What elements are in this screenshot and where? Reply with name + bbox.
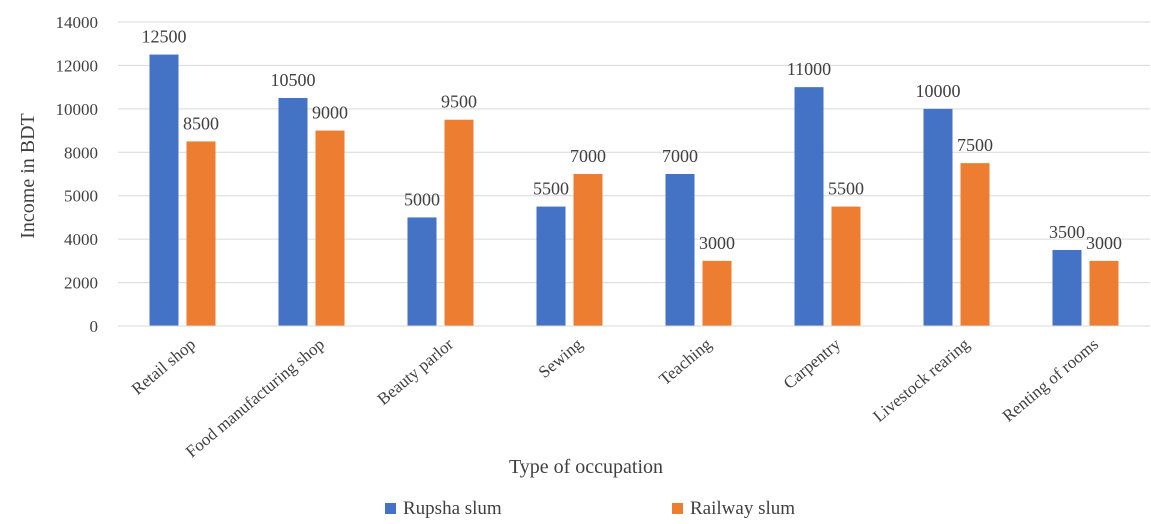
data-label: 10500 — [271, 70, 316, 90]
data-label: 11000 — [787, 59, 831, 79]
bar-railway — [702, 260, 732, 326]
x-tick-label: Food manufacturing shop — [182, 335, 328, 462]
y-axis-title: Income in BDT — [17, 113, 39, 239]
data-label: 3500 — [1049, 222, 1085, 242]
data-label: 3000 — [1086, 233, 1122, 253]
data-label: 9000 — [312, 103, 348, 123]
bar-railway — [831, 206, 861, 326]
x-tick-label: Teaching — [655, 334, 715, 389]
legend-label: Railway slum — [690, 498, 795, 519]
bar-rupsha — [794, 87, 824, 327]
x-tick-label: Sewing — [535, 334, 587, 382]
data-label: 9500 — [441, 92, 477, 112]
x-axis-title: Type of occupation — [509, 456, 663, 478]
bar-rupsha — [149, 54, 179, 326]
data-label: 5500 — [828, 179, 864, 199]
bar-rupsha — [665, 174, 695, 326]
bar-railway — [186, 141, 216, 326]
bar-railway — [444, 119, 474, 326]
legend-swatch — [385, 503, 396, 514]
gridlines — [118, 21, 1150, 284]
y-tick-label: 8000 — [64, 143, 98, 162]
bar-rupsha — [278, 98, 308, 326]
data-label: 7000 — [662, 146, 698, 166]
bars — [149, 54, 1119, 327]
bar-rupsha — [407, 217, 437, 326]
data-label: 7000 — [570, 146, 606, 166]
bar-rupsha — [536, 206, 566, 326]
x-tick-label: Beauty parlor — [374, 334, 458, 409]
legend-swatch — [672, 503, 683, 514]
bar-railway — [573, 174, 603, 326]
y-tick-label: 5000 — [64, 187, 98, 206]
data-label: 5000 — [404, 189, 440, 209]
y-axis-ticks: 0 2000 4000 5000 8000 10000 12000 14000 — [56, 13, 99, 336]
x-tick-label: Retail shop — [128, 335, 199, 399]
bar-rupsha — [923, 108, 953, 326]
legend-label: Rupsha slum — [403, 498, 502, 519]
data-label: 5500 — [533, 179, 569, 199]
bar-railway — [960, 163, 990, 326]
data-label: 8500 — [183, 113, 219, 133]
y-tick-label: 14000 — [56, 13, 99, 32]
legend: Rupsha slum Railway slum — [385, 498, 795, 519]
data-label: 10000 — [916, 81, 961, 101]
bar-railway — [1089, 260, 1119, 326]
y-tick-label: 10000 — [56, 100, 99, 119]
x-tick-label: Carpentry — [780, 334, 845, 393]
data-label: 7500 — [957, 135, 993, 155]
x-tick-label: Renting of rooms — [999, 335, 1102, 426]
y-tick-label: 12000 — [56, 56, 99, 75]
data-label: 12500 — [142, 27, 187, 47]
y-tick-label: 4000 — [64, 230, 98, 249]
bar-rupsha — [1052, 250, 1082, 326]
x-tick-label: Livestock rearing — [869, 334, 973, 426]
y-tick-label: 2000 — [64, 274, 98, 293]
bar-railway — [315, 130, 345, 326]
y-tick-label: 0 — [90, 317, 99, 336]
data-label: 3000 — [699, 233, 735, 253]
